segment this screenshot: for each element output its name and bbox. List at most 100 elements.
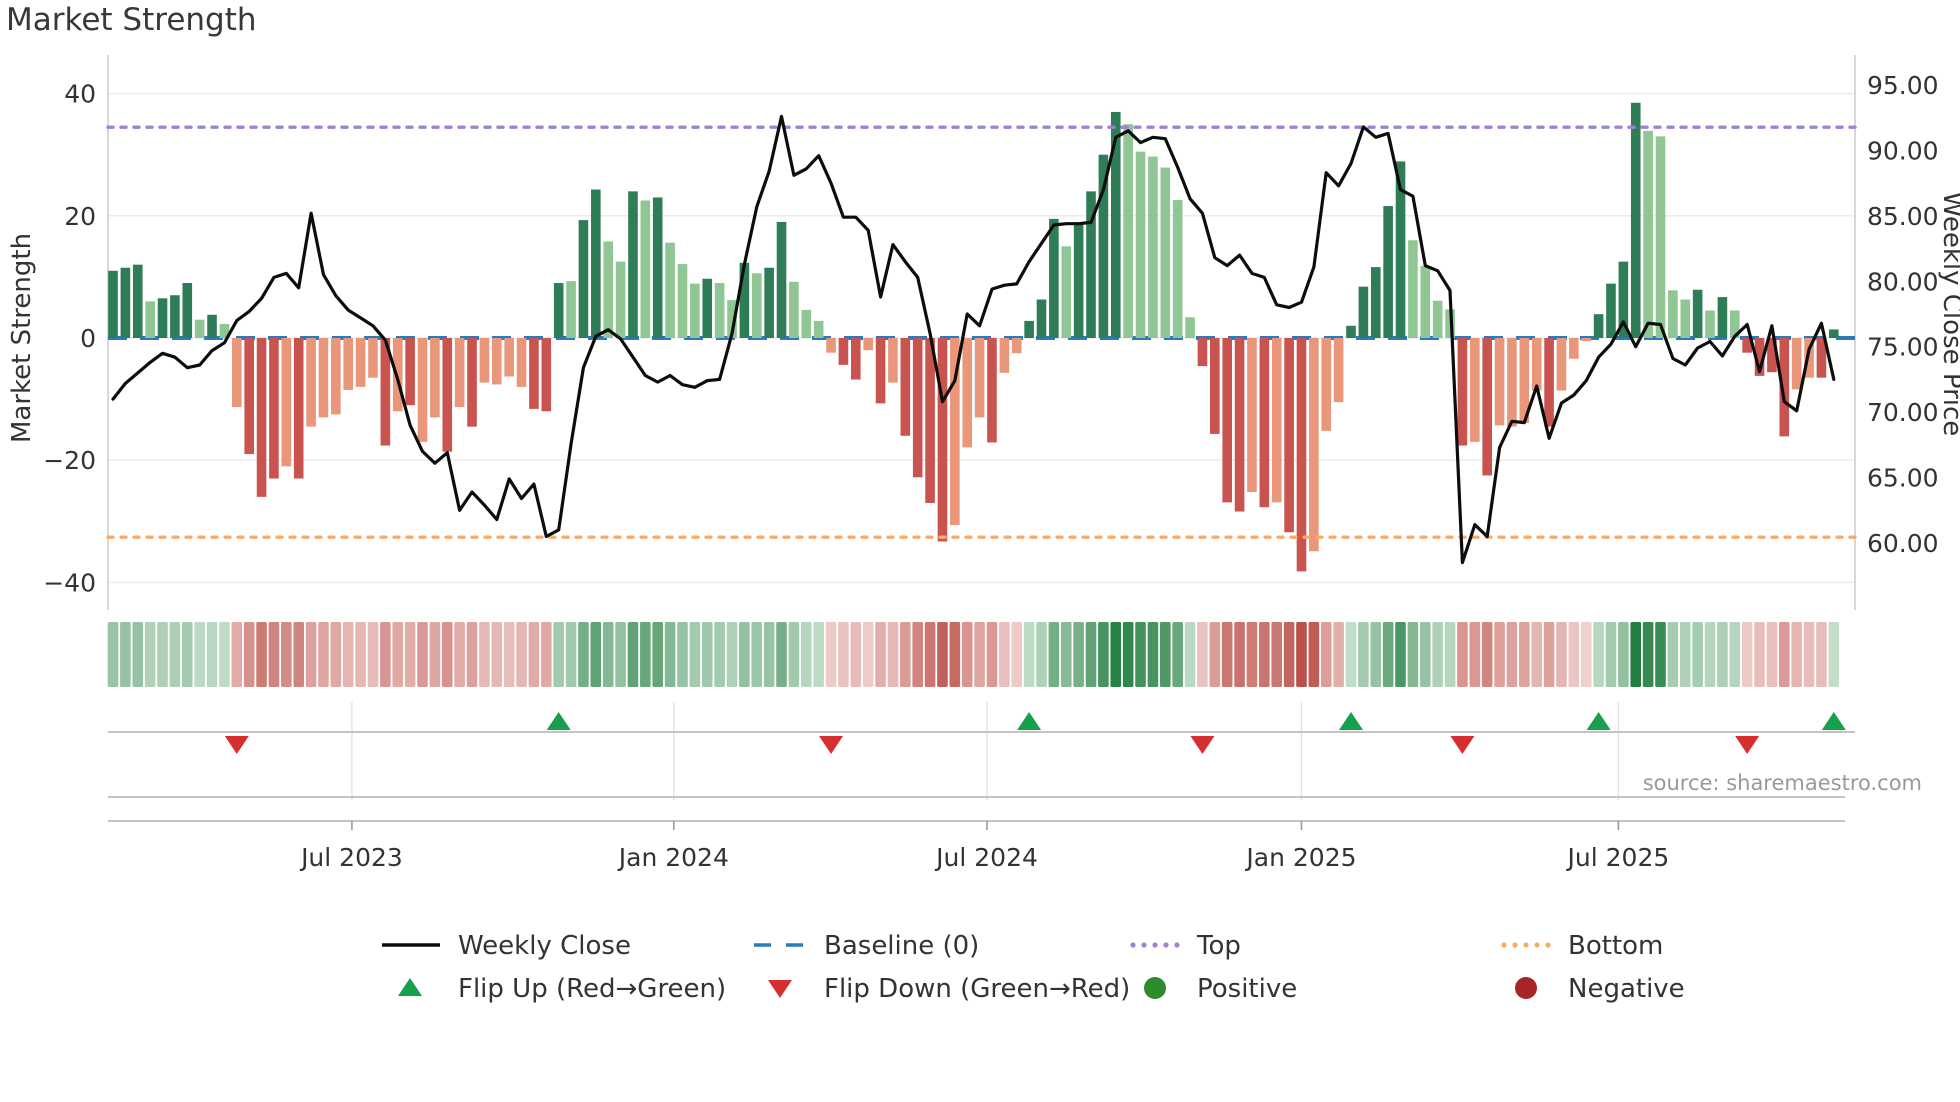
heatmap-cell — [1073, 622, 1084, 687]
heatmap-cell — [714, 622, 725, 687]
heatmap-cell — [132, 622, 144, 687]
strength-bar-positive — [1829, 329, 1839, 338]
legend-weekly-close-label: Weekly Close — [458, 931, 631, 961]
heatmap-cell — [912, 622, 923, 687]
strength-bar-negative — [1804, 338, 1814, 378]
heatmap-cell — [1370, 622, 1382, 687]
weekly-close-line — [111, 114, 1836, 565]
left-axis-tick: −20 — [43, 446, 96, 475]
heatmap-cell — [627, 622, 639, 687]
heatmap-cell — [1692, 622, 1703, 687]
legend-positive-label: Positive — [1197, 974, 1297, 1004]
flip-down-marker — [1450, 736, 1475, 754]
strength-bar-negative — [269, 338, 279, 479]
strength-bar-positive — [1098, 154, 1109, 338]
strength-bar-positive — [801, 309, 812, 338]
legend-bottom-swatch-dot — [1534, 942, 1540, 948]
heatmap-cell — [1085, 622, 1097, 687]
heatmap-cell — [1556, 622, 1567, 687]
heatmap-cell — [1358, 622, 1369, 687]
strength-bar-positive — [690, 283, 700, 338]
left-axis-tick: 40 — [64, 80, 96, 109]
heatmap-cell — [999, 622, 1010, 687]
heatmap-cell — [813, 622, 824, 687]
strength-bar-positive — [1061, 246, 1072, 338]
legend-top-swatch-dot — [1152, 942, 1158, 948]
heatmap-cell — [1729, 622, 1741, 687]
strength-bar-positive — [1408, 240, 1418, 338]
strength-bar-negative — [1767, 338, 1777, 373]
x-axis-tick-label: Jan 2025 — [1244, 843, 1356, 872]
right-axis-tick: 75.00 — [1867, 333, 1939, 362]
heatmap-cell — [1110, 622, 1122, 687]
heatmap-cell — [1444, 622, 1456, 687]
strength-bar-positive — [145, 301, 155, 338]
strength-bar-positive — [1073, 223, 1084, 338]
heatmap-cell — [1803, 622, 1815, 687]
strength-bar-negative — [888, 338, 898, 383]
heatmap-cell — [268, 622, 280, 687]
strength-bar-negative — [987, 338, 997, 443]
heatmap-cell — [107, 622, 119, 687]
heatmap-cell — [1717, 622, 1728, 687]
strength-bar-positive — [714, 283, 725, 338]
legend-bottom-swatch-dot — [1545, 942, 1551, 948]
legend-flip-up-label: Flip Up (Red→Green) — [458, 974, 726, 1004]
strength-bar-negative — [1457, 338, 1468, 446]
heatmap-cell — [1816, 622, 1827, 687]
strength-bar-positive — [628, 191, 638, 338]
strength-bar-negative — [1754, 338, 1765, 376]
heatmap-cell — [1580, 622, 1592, 687]
strength-bar-negative — [1544, 338, 1554, 427]
heatmap-cell — [838, 622, 849, 687]
strength-bar-positive — [652, 197, 663, 338]
heatmap-cell — [318, 622, 329, 687]
strength-bar-positive — [764, 267, 774, 338]
heatmap-cell — [417, 622, 428, 687]
strength-bar-negative — [1333, 338, 1344, 403]
heatmap-cell — [120, 622, 131, 687]
heatmap-cell — [503, 622, 515, 687]
strength-bar-negative — [912, 338, 923, 478]
strength-bar-negative — [1011, 338, 1022, 354]
x-axis-tick-label: Jul 2023 — [299, 843, 403, 872]
strength-bar-positive — [1705, 310, 1715, 338]
flip-down-marker — [819, 736, 844, 754]
strength-bar-positive — [591, 189, 601, 338]
strength-bar-negative — [529, 338, 539, 409]
strength-bar-negative — [1222, 338, 1232, 503]
heatmap-cell — [392, 622, 404, 687]
strength-bar-negative — [863, 338, 873, 351]
left-axis-tick: 20 — [64, 202, 96, 231]
heatmap-cell — [355, 622, 366, 687]
strength-bar-positive — [813, 320, 824, 338]
flip-up-marker — [1586, 712, 1611, 730]
strength-bar-positive — [207, 314, 217, 338]
legend-flip-up-icon — [398, 978, 422, 996]
strength-bar-positive — [1606, 283, 1616, 338]
heatmap-cell — [1419, 622, 1431, 687]
heatmap-cell — [380, 622, 391, 687]
strength-bar-negative — [516, 338, 527, 387]
strength-bar-positive — [1593, 314, 1604, 338]
right-axis-tick: 85.00 — [1867, 202, 1939, 231]
heatmap-cell — [1481, 622, 1493, 687]
heatmap-cell — [1098, 622, 1109, 687]
strength-bar-positive — [1148, 156, 1158, 338]
strength-bar-positive — [739, 262, 750, 338]
heatmap-cell — [1543, 622, 1555, 687]
heatmap-cell — [1642, 622, 1654, 687]
heatmap-cell — [1457, 622, 1468, 687]
strength-bar-negative — [417, 338, 428, 442]
heatmap-cell — [1531, 622, 1542, 687]
strength-bar-positive — [1160, 167, 1171, 338]
heatmap-cell — [1395, 622, 1406, 687]
strength-bar-negative — [1556, 338, 1567, 391]
heatmap-cell — [1271, 622, 1283, 687]
strength-bar-positive — [1643, 130, 1653, 338]
heatmap-cell — [900, 622, 911, 687]
strength-bar-positive — [603, 241, 613, 338]
heatmap-cell — [949, 622, 961, 687]
heatmap-cell — [640, 622, 651, 687]
heatmap-cell — [342, 622, 354, 687]
